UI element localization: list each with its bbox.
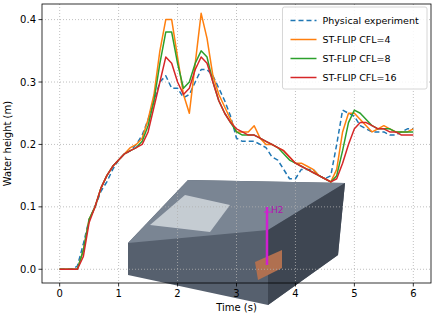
grid-line	[118, 4, 119, 283]
inset-side	[268, 183, 345, 305]
inset-foam	[150, 195, 230, 232]
tick	[39, 269, 43, 270]
tick-label: 0.4	[20, 14, 36, 25]
legend-label: ST-FLIP CFL=8	[322, 53, 390, 64]
grid-line	[42, 269, 431, 270]
tick-label: 4	[292, 288, 298, 299]
grid-line	[42, 206, 431, 207]
tick-label: 0	[56, 288, 62, 299]
tick	[39, 19, 43, 20]
tick-label: 1	[115, 288, 121, 299]
legend-label: Physical experiment	[322, 15, 419, 26]
tick	[295, 283, 296, 287]
y-axis-title: Water height (m)	[2, 101, 13, 186]
tick-label: 0.2	[20, 139, 36, 150]
tick-label: 0.0	[20, 264, 36, 275]
tick	[354, 283, 355, 287]
tick-label: 6	[410, 288, 416, 299]
tick-label: 5	[351, 288, 357, 299]
annotation: H2	[271, 205, 284, 215]
inset-box	[128, 180, 345, 305]
inset-render	[128, 180, 345, 305]
tick	[39, 206, 43, 207]
legend-label: ST-FLIP CFL=4	[322, 34, 390, 45]
grid-line	[59, 4, 60, 283]
legend-swatch	[290, 20, 316, 22]
x-axis-title: Time (s)	[215, 302, 257, 313]
legend-box	[282, 7, 427, 89]
legend-swatch	[290, 39, 316, 41]
tick	[118, 283, 119, 287]
legend: Physical experiment ST-FLIP CFL=4 ST-FLIP …	[282, 7, 427, 89]
frame	[42, 4, 431, 283]
tick	[39, 144, 43, 145]
grid-line	[42, 144, 431, 145]
legend-swatch	[290, 58, 316, 60]
grid-line	[236, 4, 237, 283]
tick	[39, 82, 43, 83]
probe-pole	[266, 207, 269, 265]
tick-label: 2	[174, 288, 180, 299]
tick	[59, 283, 60, 287]
tick	[177, 283, 178, 287]
legend-swatch	[290, 77, 316, 79]
tick-label: 0.1	[20, 201, 36, 212]
inset-block	[255, 250, 282, 280]
plot-bg	[42, 4, 431, 283]
grid-line	[177, 4, 178, 283]
legend-label: ST-FLIP CFL=16	[322, 72, 396, 83]
series-line	[60, 70, 414, 270]
tick-label: 0.3	[20, 77, 36, 88]
tick	[413, 283, 414, 287]
tick	[236, 283, 237, 287]
tick-label: 3	[233, 288, 239, 299]
